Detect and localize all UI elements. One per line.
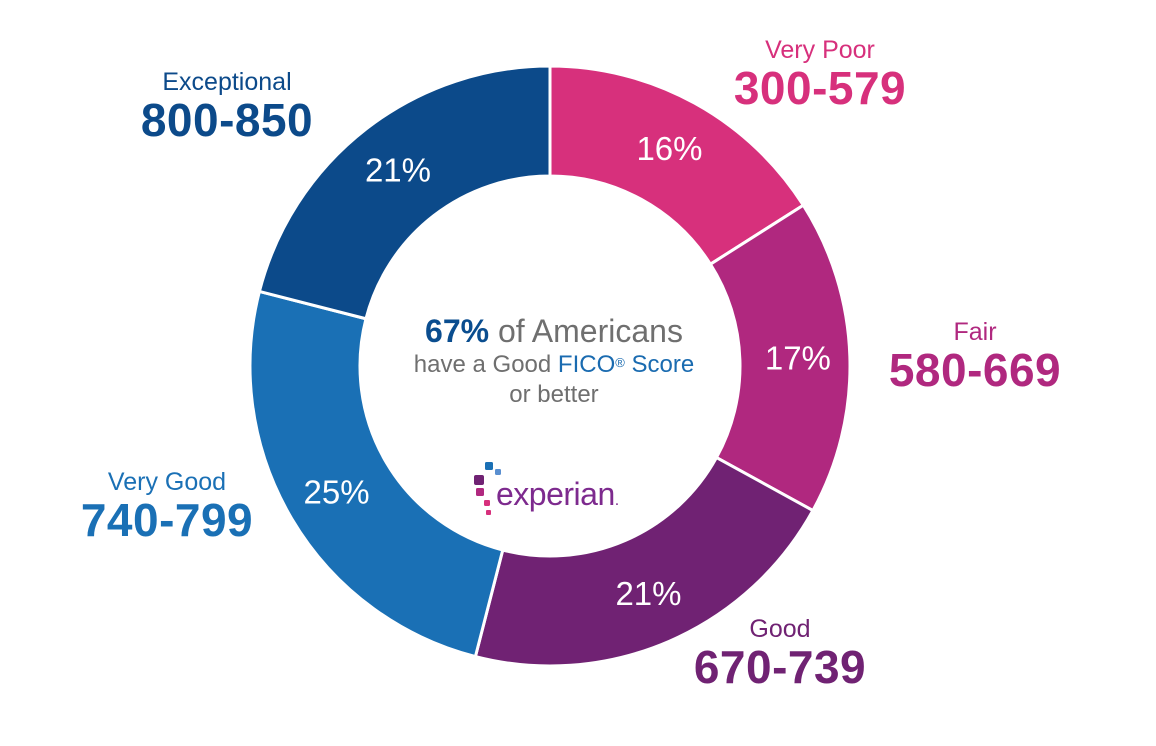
- category-name: Very Good: [107, 468, 227, 496]
- center-percent: 67%: [425, 313, 490, 349]
- category-range: 740-799: [80, 494, 254, 546]
- slice-percent-label: 21%: [365, 152, 431, 189]
- score-word: Score: [624, 351, 695, 378]
- center-headline: 67% of Americans: [344, 312, 764, 350]
- donut-slice-exceptional: [257, 64, 552, 321]
- category-label-good: Good 670-739: [676, 615, 884, 693]
- donut-slice-very-good: [248, 289, 505, 659]
- slice-percent-label: 17%: [765, 340, 831, 377]
- category-name: Good: [749, 615, 811, 643]
- category-label-exceptional: Exceptional 800-850: [116, 68, 338, 146]
- category-name: Fair: [953, 318, 997, 346]
- category-label-very-poor: Very Poor 300-579: [712, 36, 928, 114]
- center-subline: have a Good FICO® Score: [344, 350, 764, 380]
- registered-mark: ®: [615, 355, 625, 370]
- fico-name: FICO®: [557, 351, 625, 378]
- experian-logo-icon: [474, 462, 501, 515]
- category-label-fair: Fair 580-669: [866, 318, 1084, 396]
- slice-percent-label: 21%: [615, 575, 681, 612]
- experian-wordmark: experian.: [496, 476, 619, 512]
- category-range: 670-739: [693, 641, 867, 693]
- category-range: 300-579: [733, 62, 907, 114]
- donut-slices: [248, 64, 852, 668]
- slice-percent-label: 16%: [636, 130, 702, 167]
- center-line2-prefix: have a Good: [413, 351, 558, 378]
- category-name: Very Poor: [765, 36, 875, 64]
- category-name: Exceptional: [162, 68, 292, 96]
- slice-percent-label: 25%: [304, 474, 370, 511]
- category-label-very-good: Very Good 740-799: [60, 468, 274, 546]
- center-line1-rest: of Americans: [489, 313, 683, 349]
- category-range: 800-850: [140, 94, 314, 146]
- center-line3: or better: [509, 381, 599, 408]
- center-caption: 67% of Americans have a Good FICO® Score…: [344, 312, 764, 410]
- donut-slice-fair: [708, 203, 852, 513]
- category-range: 580-669: [888, 344, 1062, 396]
- donut-slice-good: [473, 455, 815, 668]
- slice-percent-labels: 16% 17% 21% 25% 21%: [304, 130, 831, 612]
